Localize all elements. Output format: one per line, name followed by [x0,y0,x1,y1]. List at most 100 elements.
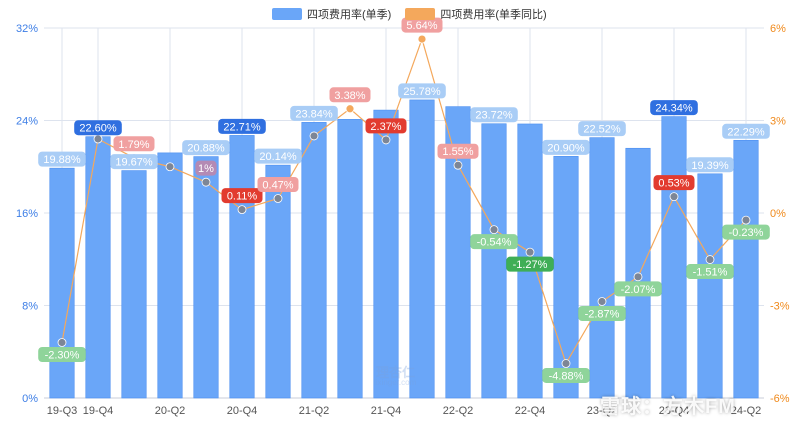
data-label-bg [218,118,266,134]
legend: 四项费用率(单季) 四项费用率(单季同比) [272,6,547,22]
data-label: 23.72% [475,110,513,122]
x-tick-label: 22-Q2 [443,405,474,417]
bar [121,170,147,399]
data-label: 20.90% [547,142,585,154]
x-tick-label: 20-Q4 [227,405,258,417]
line-point [381,135,391,145]
legend-swatch-bar [272,8,302,20]
data-label-bg [74,120,122,136]
data-label: -1.51% [693,267,728,279]
data-label: 22.60% [79,123,117,135]
bar [193,156,219,399]
data-label: 20.88% [187,143,225,155]
data-label-bg [398,83,446,99]
data-label-bg [110,154,158,170]
bar [157,152,183,399]
bar [697,173,723,399]
line-point [57,338,67,347]
watermark-lixinger-url: lixinger.com [374,378,417,387]
x-tick-label: 24-Q2 [731,405,762,417]
y-left-tick-label: 16% [16,208,38,220]
data-label: -2.07% [621,284,656,296]
data-label-bg [182,140,230,156]
legend-item-bar[interactable]: 四项费用率(单季) [272,6,391,22]
data-label-bg [38,151,86,167]
data-label-bg [470,234,518,250]
data-label: 0.47% [262,180,293,192]
watermark-xueqiu: 雪球：方木FM [600,396,736,418]
x-tick-label: 21-Q4 [371,405,402,417]
data-label-bg [506,256,554,272]
data-label-bg [578,121,626,137]
data-label-bg [542,139,590,155]
line-point [237,205,247,215]
bar [49,167,75,399]
data-label-bg [221,188,263,204]
data-label: 1.55% [442,146,473,158]
bar [373,109,399,399]
data-label: -4.88% [549,370,584,382]
legend-item-line[interactable]: 四项费用率(单季同比) [405,6,547,22]
data-label: 0.53% [658,178,689,190]
data-label: 20.14% [259,151,297,163]
bar [481,123,507,399]
data-label: -0.54% [477,237,512,249]
x-tick-label: 23-Q4 [659,405,690,417]
data-label-bg [650,100,698,116]
data-label: 24.34% [655,103,693,115]
line-point [489,225,499,235]
data-label: 19.67% [115,157,153,169]
data-label-bg [290,105,338,121]
y-left-tick-label: 24% [16,116,38,128]
data-label-bg [653,175,695,191]
data-label: 19.39% [691,160,729,172]
watermark-lixinger: 理杏仁 [376,365,416,380]
data-label-bg [614,281,662,297]
data-label-bg [542,367,590,383]
y-right-tick-label: 0% [770,208,786,220]
y-left-tick-label: 8% [22,301,38,313]
data-label: -2.87% [585,308,620,320]
data-label: 1.79% [118,139,149,151]
line-point [201,177,211,187]
data-label-bg [722,224,770,240]
data-label: 0.11% [227,191,258,203]
x-tick-label: 19-Q4 [83,405,114,417]
line-point [345,104,355,114]
data-label-bg [401,17,443,33]
data-label-bg [365,118,407,134]
bar [265,164,291,399]
y-right-tick-label: -6% [770,393,790,405]
bar [85,136,111,399]
line-point [525,247,535,257]
data-label: 5.64% [406,20,437,32]
data-label: 22.29% [727,126,765,138]
x-tick-label: 19-Q3 [47,405,78,417]
y-right-tick-label: 6% [770,23,786,35]
bar [733,139,759,399]
line-point [417,34,427,44]
data-label-bg [470,107,518,123]
data-label-bg [254,148,302,164]
bar [553,156,579,399]
line-point [741,215,751,225]
data-label: 3.38% [334,90,365,102]
line-point [273,194,283,203]
x-tick-label: 22-Q4 [515,405,546,417]
data-label: 1% [198,163,214,175]
bar [409,99,435,399]
line-point [93,134,103,144]
x-tick-label: 23-Q2 [587,405,618,417]
data-label-bg [329,87,371,103]
legend-label-line: 四项费用率(单季同比) [440,9,547,21]
data-label-bg [38,347,86,362]
data-label: -0.23% [729,227,764,239]
data-label-bg [686,157,734,173]
line-point [705,255,715,264]
data-label-bg [437,143,479,159]
line-point [633,272,643,282]
data-label: 2.37% [370,121,401,133]
data-label-bg [195,160,217,176]
data-label-bg [578,305,626,321]
